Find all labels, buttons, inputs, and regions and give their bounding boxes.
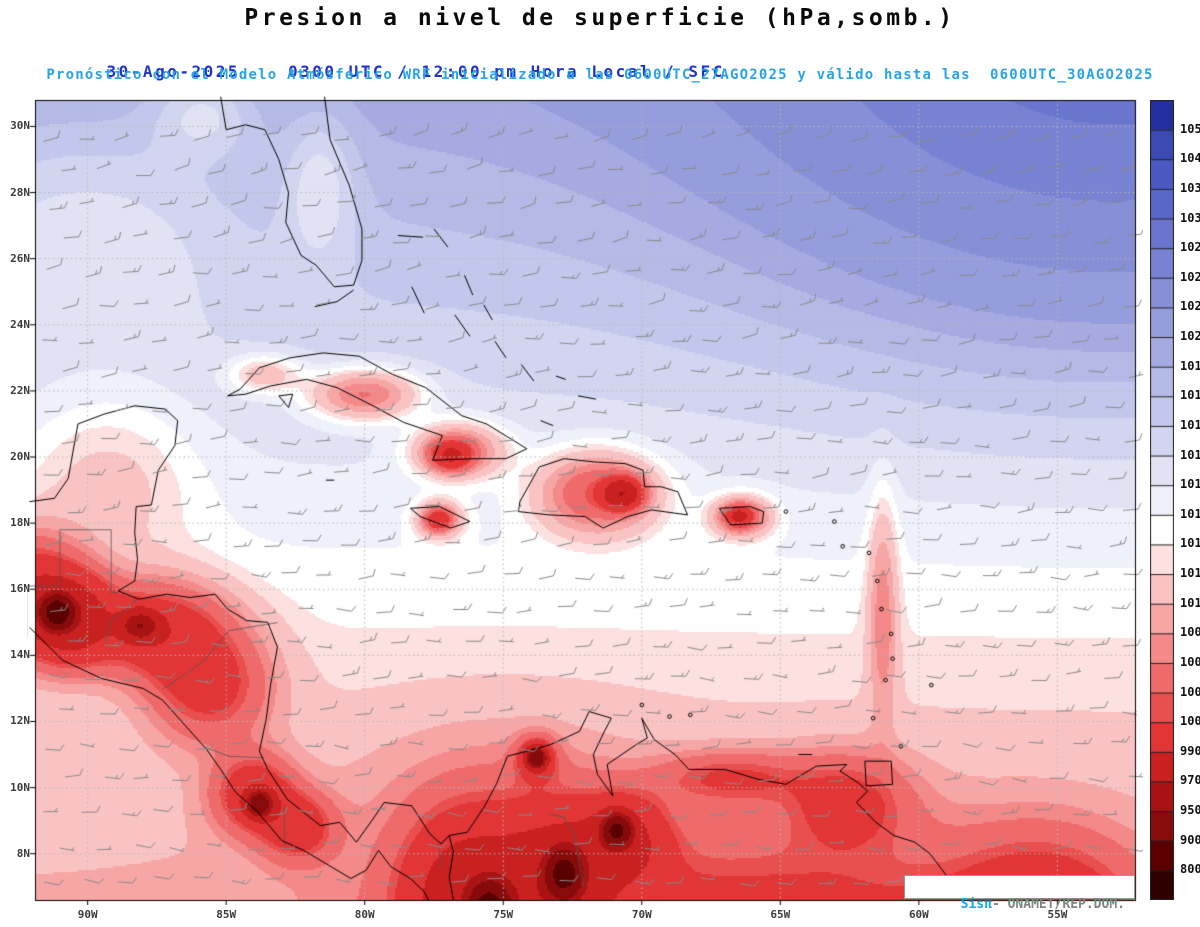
lat-tick-label: 16N — [10, 582, 30, 596]
lon-tick-label: 90W — [77, 908, 98, 921]
colorbar-tick-label: 1035 — [1180, 180, 1200, 195]
colorbar-tick-label: 970 — [1180, 773, 1200, 788]
colorbar-tick-label: 1022 — [1180, 299, 1200, 314]
colorbar-tick-label: 1010 — [1180, 595, 1200, 610]
lon-tick-label: 75W — [493, 908, 514, 921]
lat-tick-label: 18N — [10, 516, 30, 530]
colorbar-tick-label: 1000 — [1180, 714, 1200, 729]
colorbar-tick-label: 1008 — [1180, 625, 1200, 640]
colorbar-tick-label: 1013 — [1180, 536, 1200, 551]
lat-tick-label: 8N — [16, 846, 30, 860]
colorbar-tick-label: 800 — [1180, 862, 1200, 877]
lat-tick-label: 14N — [10, 648, 30, 662]
lat-tick-label: 22N — [10, 383, 30, 397]
colorbar-tick-label: 1006 — [1180, 654, 1200, 669]
colorbar-tick-label: 1028 — [1180, 240, 1200, 255]
page-title: Presion a nivel de superficie (hPa,somb.… — [244, 5, 956, 31]
colorbar-tick-label: 1019 — [1180, 358, 1200, 373]
pressure-colorbar — [1150, 100, 1174, 900]
forecast-time: 0300 UTC / 12:00 pm Hora Local / SFC — [288, 62, 725, 81]
colorbar-tick-label: 1025 — [1180, 269, 1200, 284]
colorbar-tick-label: 950 — [1180, 803, 1200, 818]
lon-tick-label: 70W — [631, 908, 652, 921]
colorbar-tick-label: 1017 — [1180, 417, 1200, 432]
lon-tick-label: 80W — [354, 908, 375, 921]
colorbar-tick-label: 1018 — [1180, 388, 1200, 403]
colorbar-tick-label: 990 — [1180, 743, 1200, 758]
lat-tick-label: 12N — [10, 714, 30, 728]
branding-source: - ONAMET/REP.DOM. — [991, 897, 1125, 912]
colorbar-tick-label: 1030 — [1180, 210, 1200, 225]
colorbar-tick-label: 1050 — [1180, 121, 1200, 136]
colorbar-tick-label: 900 — [1180, 832, 1200, 847]
lat-tick-label: 28N — [10, 185, 30, 199]
lon-tick-label: 65W — [770, 908, 791, 921]
datetime-line: 30-Ago-2025 0300 UTC / 12:00 pm Hora Loca… — [58, 43, 725, 100]
lat-tick-label: 30N — [10, 119, 30, 133]
colorbar-tick-label: 1015 — [1180, 477, 1200, 492]
lat-tick-label: 26N — [10, 251, 30, 265]
branding-badge: Sisπ- ONAMET/REP.DOM. — [903, 875, 1135, 912]
lon-tick-label: 85W — [216, 908, 237, 921]
pressure-field-canvas — [27, 92, 1143, 908]
model-info-line: Pronóstico con el Modelo Atmósferico WRF… — [46, 67, 1154, 83]
branding-logo: Sisπ — [960, 897, 992, 912]
lat-tick-label: 24N — [10, 317, 30, 331]
lon-tick-label: 55W — [1047, 908, 1068, 921]
colorbar-tick-label: 1016 — [1180, 447, 1200, 462]
lat-tick-label: 20N — [10, 450, 30, 464]
lat-tick-label: 10N — [10, 780, 30, 794]
colorbar-tick-label: 1012 — [1180, 566, 1200, 581]
colorbar-tick-label: 1002 — [1180, 684, 1200, 699]
forecast-date: 30-Ago-2025 — [106, 62, 240, 81]
colorbar-tick-label: 1020 — [1180, 329, 1200, 344]
colorbar-tick-label: 1040 — [1180, 151, 1200, 166]
lon-tick-label: 60W — [908, 908, 929, 921]
colorbar-tick-label: 1014 — [1180, 506, 1200, 521]
